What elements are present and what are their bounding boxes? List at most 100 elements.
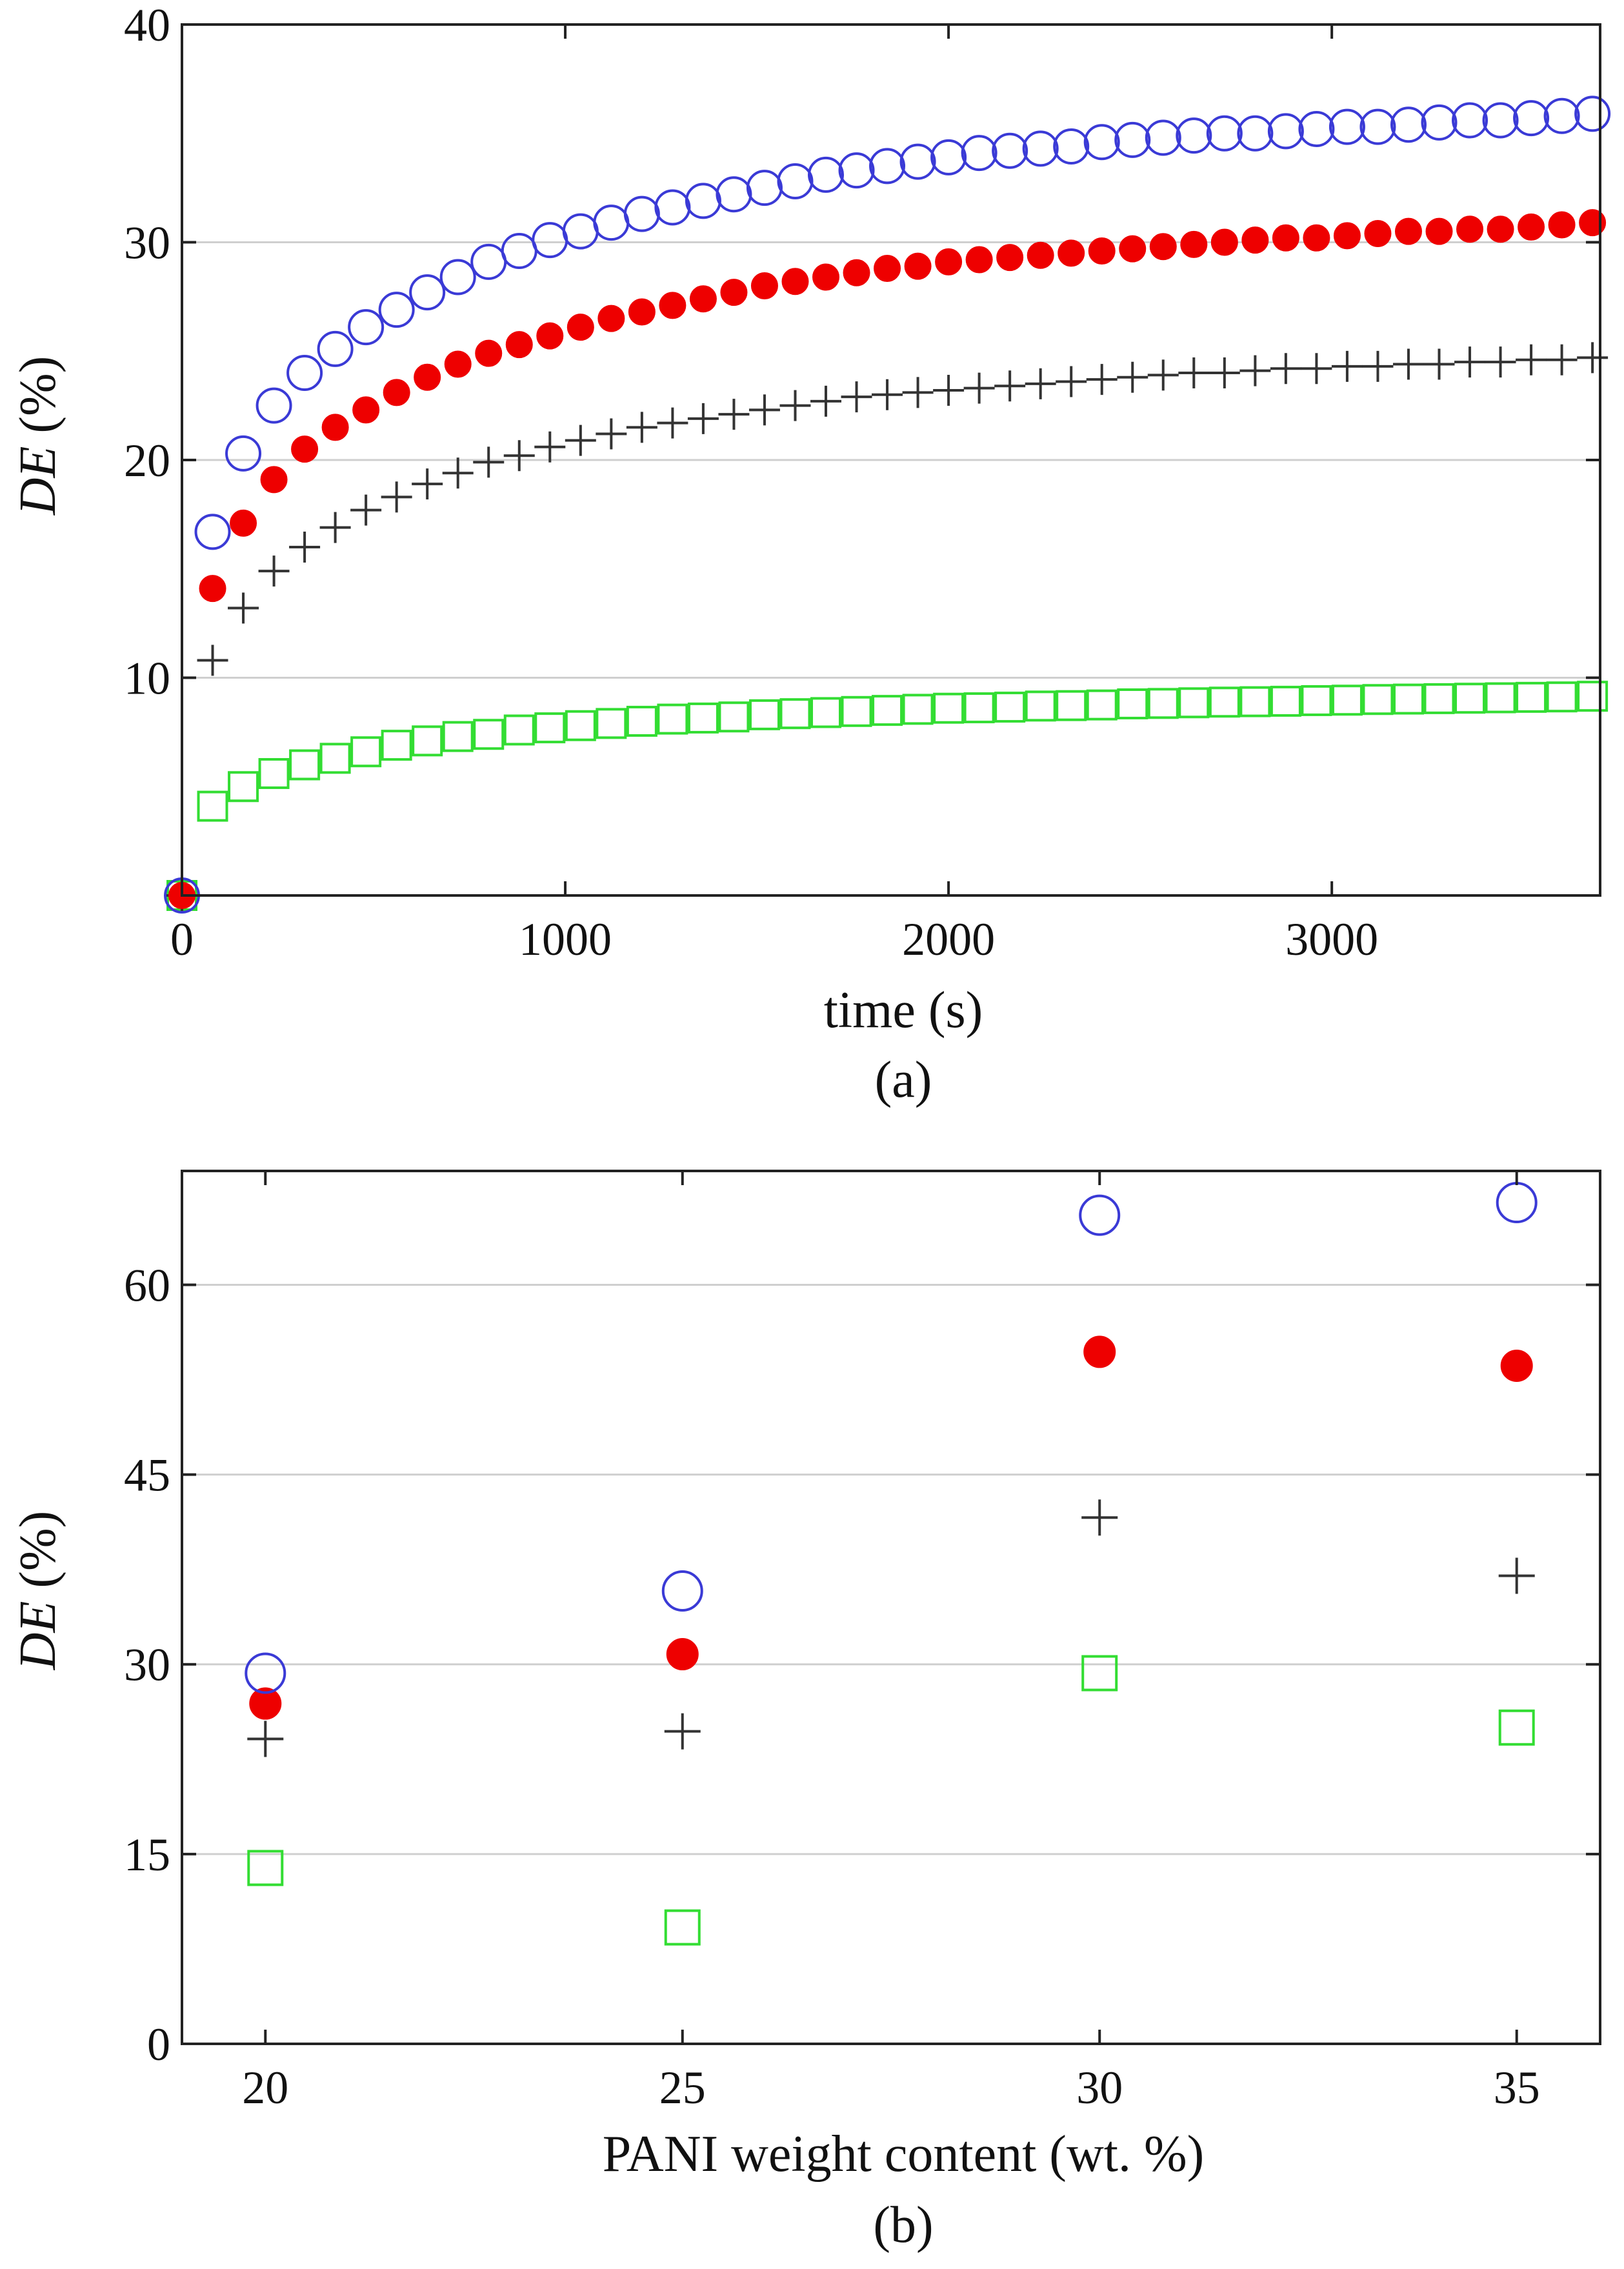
- point-square-2: [228, 771, 259, 803]
- point-plus-19: [748, 394, 780, 426]
- point-square-16: [657, 703, 688, 735]
- point-open-circle-36: [1267, 113, 1304, 150]
- point-square-38: [1331, 685, 1363, 716]
- point-square-15: [626, 706, 657, 737]
- point-filled-circle-42: [1456, 215, 1484, 243]
- point-plus-8: [412, 468, 443, 500]
- point-filled-circle-41: [1425, 217, 1453, 245]
- point-filled-circle-30: [1088, 237, 1116, 265]
- series-square: [166, 681, 1609, 911]
- point-plus-0: [247, 1721, 284, 1757]
- point-plus-26: [963, 372, 995, 404]
- point-plus-42: [1454, 346, 1486, 378]
- point-filled-circle-29: [1058, 239, 1085, 267]
- point-open-circle-7: [378, 292, 415, 328]
- point-filled-circle-8: [414, 363, 441, 391]
- point-plus-14: [596, 418, 627, 450]
- point-filled-circle-44: [1518, 213, 1545, 241]
- point-square-32: [1147, 688, 1179, 719]
- point-filled-circle-43: [1487, 215, 1514, 243]
- point-filled-circle-37: [1303, 224, 1330, 252]
- point-plus-21: [810, 385, 842, 417]
- panel-b-y-axis-label-unit: (%): [10, 1511, 66, 1601]
- tick-label-y-60: 60: [124, 1259, 170, 1311]
- point-filled-circle-10: [475, 339, 503, 367]
- tick-label-x-2000: 2000: [902, 914, 995, 965]
- point-plus-11: [503, 440, 535, 472]
- point-open-circle-16: [654, 189, 691, 226]
- point-filled-circle-40: [1394, 217, 1422, 245]
- tick-label-y-30: 30: [124, 1639, 170, 1691]
- point-open-circle-11: [501, 233, 537, 269]
- point-square-45: [1546, 681, 1578, 713]
- point-open-circle-37: [1298, 111, 1335, 147]
- point-square-1: [197, 790, 228, 822]
- point-open-circle-9: [439, 259, 476, 295]
- point-filled-circle-39: [1364, 220, 1392, 247]
- point-square-41: [1423, 683, 1455, 714]
- point-square-7: [381, 730, 412, 761]
- point-filled-circle-2: [230, 509, 257, 537]
- point-square-43: [1485, 682, 1516, 714]
- panel-a-x-axis-label: time (s): [824, 982, 983, 1039]
- point-open-circle-2: [225, 435, 262, 472]
- point-plus-5: [319, 512, 351, 543]
- point-filled-circle-38: [1333, 222, 1361, 250]
- point-square-25: [933, 692, 965, 724]
- point-plus-15: [626, 412, 657, 443]
- point-square-0: [247, 1850, 284, 1886]
- point-filled-circle-22: [843, 259, 870, 286]
- point-square-27: [994, 692, 1026, 723]
- point-open-circle-3: [1496, 1182, 1538, 1224]
- point-plus-31: [1117, 361, 1148, 393]
- point-open-circle-14: [593, 205, 630, 241]
- point-plus-40: [1392, 348, 1424, 380]
- point-open-circle-46: [1574, 95, 1611, 132]
- point-square-8: [412, 725, 443, 757]
- point-plus-36: [1270, 353, 1301, 385]
- panel-a-time-series: 10 20 30 40 0 1000 2000 3000 time (s) DE (%) (a…: [10, 0, 1611, 1108]
- tick-label-y-20: 20: [124, 435, 170, 486]
- point-plus-39: [1362, 350, 1394, 382]
- point-open-circle-43: [1482, 102, 1519, 139]
- panel-b-y-axis-label-de: DE: [10, 1601, 66, 1671]
- point-square-24: [902, 694, 934, 725]
- point-open-circle-10: [470, 243, 507, 280]
- point-open-circle-25: [930, 139, 967, 175]
- panel-b-gridlines: [182, 1283, 1600, 1855]
- point-open-circle-6: [348, 309, 385, 346]
- point-plus-25: [933, 375, 965, 406]
- point-open-circle-45: [1543, 97, 1580, 134]
- tick-label-y-0: 0: [147, 2019, 170, 2070]
- point-plus-2: [1081, 1499, 1118, 1536]
- point-square-14: [596, 708, 627, 739]
- point-filled-circle-21: [812, 263, 840, 291]
- point-plus-6: [350, 494, 382, 526]
- point-filled-circle-15: [628, 298, 656, 326]
- point-open-circle-4: [286, 355, 323, 391]
- point-open-circle-15: [623, 195, 660, 232]
- point-filled-circle-45: [1548, 211, 1576, 239]
- point-filled-circle-4: [291, 435, 319, 463]
- panel-b-caption: (b): [873, 2197, 933, 2254]
- panel-b-x-axis-label: PANI weight content (wt. %): [603, 2126, 1204, 2183]
- point-open-circle-35: [1237, 115, 1274, 152]
- tick-label-y-45: 45: [124, 1450, 170, 1501]
- point-square-6: [350, 736, 382, 768]
- point-open-circle-19: [746, 170, 783, 206]
- tick-label-y-40: 40: [124, 0, 170, 51]
- series-plus: [166, 342, 1609, 911]
- point-filled-circle-18: [720, 279, 748, 306]
- point-filled-circle-35: [1241, 226, 1269, 254]
- point-plus-24: [902, 377, 934, 408]
- point-plus-7: [381, 481, 412, 513]
- point-filled-circle-14: [597, 305, 625, 332]
- point-open-circle-40: [1390, 106, 1427, 143]
- point-square-1: [664, 1909, 701, 1946]
- point-plus-2: [228, 592, 259, 624]
- point-open-circle-34: [1206, 115, 1243, 152]
- point-open-circle-22: [838, 152, 875, 189]
- point-plus-3: [258, 555, 290, 587]
- point-plus-45: [1546, 344, 1578, 375]
- panel-b-y-axis-label: DE (%): [10, 1511, 66, 1671]
